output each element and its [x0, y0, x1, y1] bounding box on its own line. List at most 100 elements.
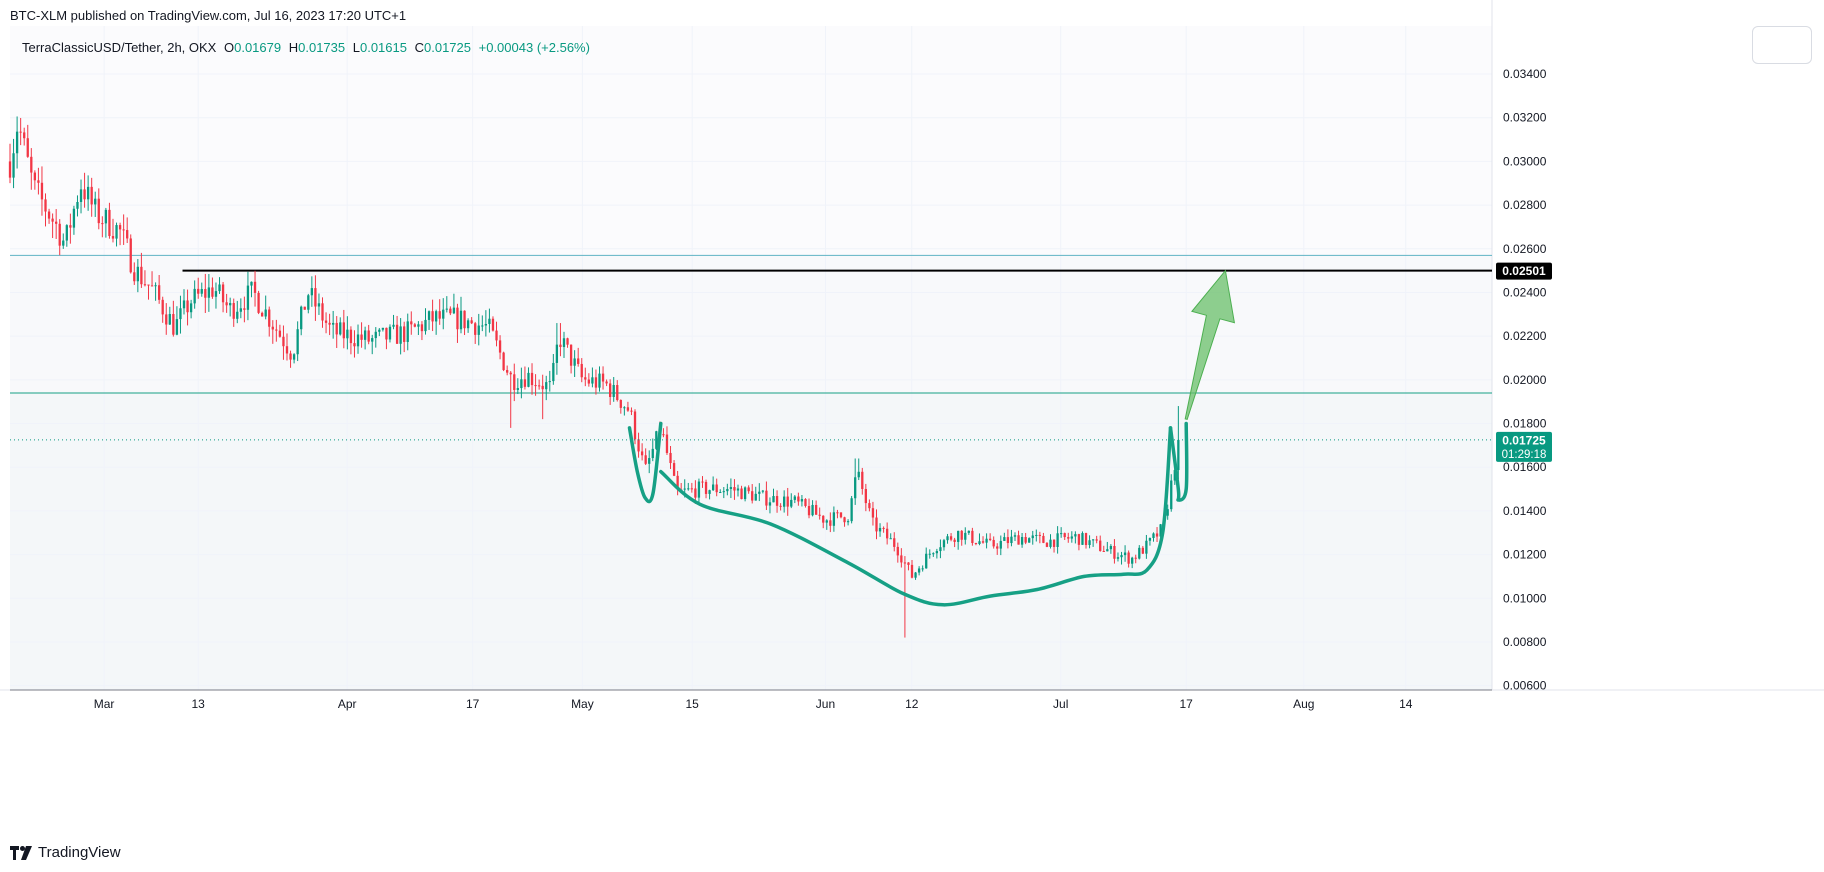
candle-body	[79, 189, 83, 203]
candle-body	[1148, 538, 1152, 541]
candle-body	[175, 319, 179, 335]
tradingview-logo[interactable]: TradingView	[10, 844, 121, 861]
candle-body	[704, 481, 708, 494]
candle-body	[861, 471, 864, 489]
candle-body	[626, 407, 630, 411]
candle-body	[683, 488, 686, 490]
candle-body	[584, 377, 587, 380]
candle-body	[548, 381, 551, 383]
candle-body	[136, 266, 139, 282]
candle-body	[594, 377, 598, 388]
candle-body	[385, 327, 388, 340]
candle-body	[509, 372, 512, 375]
candle-body	[868, 503, 871, 509]
candle-body	[470, 320, 473, 324]
candle-body	[229, 303, 232, 306]
time-tick-label: 14	[1399, 697, 1413, 711]
price-tick-label: 0.01800	[1503, 417, 1547, 431]
candle-body	[356, 334, 360, 347]
candle-body	[988, 538, 992, 540]
candle-body	[878, 527, 882, 532]
candle-body	[1042, 535, 1045, 543]
high-value: 0.01735	[298, 40, 346, 55]
candle-body	[165, 314, 168, 325]
change-value: +0.00043 (+2.56%)	[478, 40, 590, 55]
candle-body	[591, 377, 594, 384]
candle-body	[40, 182, 44, 200]
candle-body	[942, 540, 946, 548]
candle-body	[72, 208, 76, 228]
target-arrow[interactable]	[1184, 269, 1236, 420]
price-tick-label: 0.03000	[1503, 154, 1547, 168]
candle-body	[239, 308, 242, 312]
candle-body	[839, 512, 843, 518]
candle-body	[1035, 534, 1038, 536]
candle-body	[552, 362, 555, 382]
candle-body	[939, 547, 942, 552]
candle-body	[761, 490, 765, 492]
candle-body	[328, 322, 331, 325]
resistance-price-badge	[1496, 262, 1552, 280]
candle-body	[420, 324, 424, 332]
candle-body	[367, 330, 370, 342]
left-handle-drawing[interactable]	[627, 421, 663, 504]
candle-body	[871, 508, 875, 518]
candle-body	[427, 311, 431, 320]
price-tick-label: 0.01000	[1503, 591, 1547, 605]
candle-body	[751, 491, 754, 501]
candle-body	[836, 512, 839, 514]
candle-body	[637, 439, 640, 452]
candle-body	[491, 318, 495, 331]
price-zone-1	[10, 255, 1492, 393]
candle-body	[307, 295, 310, 310]
candle-body	[335, 322, 338, 335]
candle-body	[410, 321, 413, 325]
candle-body	[157, 285, 161, 300]
candle-body	[800, 499, 804, 502]
candle-body	[300, 306, 303, 330]
candle-body	[616, 385, 619, 400]
cup-drawing[interactable]	[659, 426, 1173, 607]
candle-body	[1091, 539, 1095, 541]
candle-body	[502, 352, 505, 371]
candle-body	[1020, 537, 1024, 545]
candle-body	[665, 434, 669, 453]
candle-body	[1099, 540, 1102, 551]
candle-body	[62, 240, 65, 246]
candle-body	[541, 385, 544, 390]
candle-body	[65, 225, 68, 241]
candle-body	[207, 287, 211, 298]
candle-body	[69, 225, 72, 228]
candle-body	[903, 562, 907, 564]
price-scale-button[interactable]	[1752, 26, 1812, 64]
candle-body	[268, 309, 271, 327]
candle-body	[587, 379, 591, 384]
candle-body	[676, 475, 679, 490]
candle-body	[640, 451, 644, 456]
candle-body	[1028, 538, 1031, 543]
right-handle-drawing[interactable]	[1168, 421, 1189, 502]
candle-body	[598, 373, 601, 388]
candle-body	[282, 336, 285, 347]
candle-body	[115, 225, 118, 239]
candle-body	[474, 323, 477, 335]
candle-body	[960, 530, 963, 540]
candle-body	[1031, 535, 1034, 539]
candle-body	[648, 458, 651, 464]
candle-body	[964, 532, 967, 540]
candle-body	[996, 546, 999, 549]
candle-body	[243, 308, 246, 310]
candle-body	[992, 539, 995, 547]
candle-body	[1127, 552, 1130, 564]
candle-body	[896, 546, 899, 556]
candle-body	[719, 492, 722, 494]
candle-body	[520, 379, 523, 389]
candle-body	[264, 309, 267, 317]
candle-body	[1159, 524, 1162, 537]
candle-body	[722, 491, 725, 493]
candle-body	[317, 303, 321, 307]
candle-body	[154, 285, 157, 287]
candle-body	[534, 385, 537, 387]
candle-body	[1134, 557, 1137, 559]
